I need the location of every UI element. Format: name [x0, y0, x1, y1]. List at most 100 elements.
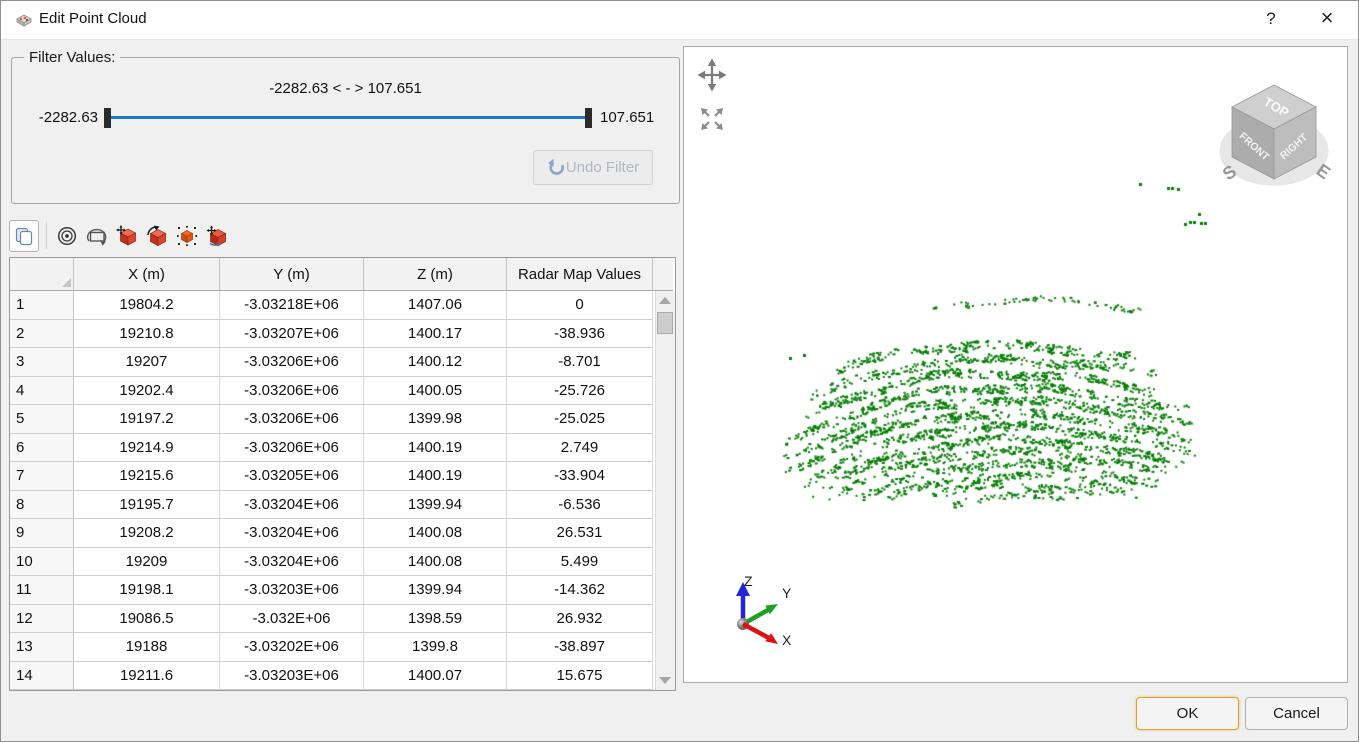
cell[interactable]: -3.03202E+06 [220, 633, 364, 662]
help-button[interactable]: ? [1259, 9, 1283, 29]
transform-point-cloud-button[interactable] [203, 220, 231, 252]
row-number[interactable]: 13 [10, 633, 74, 662]
cell[interactable]: 0 [507, 291, 653, 320]
cell[interactable]: 15.675 [507, 662, 653, 691]
cell[interactable]: 26.531 [507, 519, 653, 548]
copy-button[interactable] [9, 220, 39, 252]
cell[interactable]: -3.03204E+06 [220, 491, 364, 520]
table-row[interactable]: 419202.4-3.03206E+061400.05-25.726 [10, 377, 653, 406]
table-row[interactable]: 619214.9-3.03206E+061400.192.749 [10, 434, 653, 463]
scroll-thumb[interactable] [657, 312, 673, 334]
move-point-cloud-button[interactable] [113, 220, 141, 252]
cell[interactable]: 1400.05 [364, 377, 507, 406]
cell[interactable]: 1399.94 [364, 576, 507, 605]
cell[interactable]: -14.362 [507, 576, 653, 605]
target-button[interactable] [53, 220, 81, 252]
cell[interactable]: 19804.2 [74, 291, 220, 320]
cell[interactable]: 1400.08 [364, 548, 507, 577]
row-number[interactable]: 8 [10, 491, 74, 520]
table-row[interactable]: 119804.2-3.03218E+061407.060 [10, 291, 653, 320]
cell[interactable]: 19086.5 [74, 605, 220, 634]
row-number[interactable]: 10 [10, 548, 74, 577]
cell[interactable]: 19202.4 [74, 377, 220, 406]
cell[interactable]: -3.032E+06 [220, 605, 364, 634]
cell[interactable]: 19207 [74, 348, 220, 377]
cell[interactable]: -3.03204E+06 [220, 548, 364, 577]
cell[interactable]: 19209 [74, 548, 220, 577]
header-cell-0[interactable]: X (m) [74, 258, 220, 291]
row-number[interactable]: 7 [10, 462, 74, 491]
cell[interactable]: -3.03206E+06 [220, 377, 364, 406]
table-row[interactable]: 219210.8-3.03207E+061400.17-38.936 [10, 320, 653, 349]
vertical-scrollbar[interactable] [655, 291, 675, 690]
cell[interactable]: -3.03203E+06 [220, 662, 364, 691]
row-number[interactable]: 11 [10, 576, 74, 605]
cell[interactable]: -25.726 [507, 377, 653, 406]
table-row[interactable]: 519197.2-3.03206E+061399.98-25.025 [10, 405, 653, 434]
slider-track[interactable] [111, 116, 585, 119]
row-number[interactable]: 6 [10, 434, 74, 463]
rotate-point-cloud-button[interactable] [143, 220, 171, 252]
cell[interactable]: -3.03203E+06 [220, 576, 364, 605]
cell[interactable]: 1399.98 [364, 405, 507, 434]
cell[interactable]: 1399.8 [364, 633, 507, 662]
cancel-button[interactable]: Cancel [1245, 697, 1348, 730]
pan-icon[interactable] [697, 58, 727, 92]
row-number[interactable]: 9 [10, 519, 74, 548]
table-row[interactable]: 819195.7-3.03204E+061399.94-6.536 [10, 491, 653, 520]
slider-handle-min[interactable] [104, 108, 111, 128]
cell[interactable]: 19188 [74, 633, 220, 662]
cell[interactable]: 1400.19 [364, 462, 507, 491]
row-number[interactable]: 12 [10, 605, 74, 634]
cell[interactable]: 19195.7 [74, 491, 220, 520]
cell[interactable]: -3.03218E+06 [220, 291, 364, 320]
ok-button[interactable]: OK [1136, 697, 1239, 730]
header-cell-1[interactable]: Y (m) [220, 258, 364, 291]
rotate-view-button[interactable] [83, 220, 111, 252]
cell[interactable]: 26.932 [507, 605, 653, 634]
header-cell-3[interactable]: Radar Map Values [507, 258, 653, 291]
cell[interactable]: 19197.2 [74, 405, 220, 434]
cell[interactable]: -3.03206E+06 [220, 348, 364, 377]
cell[interactable]: -8.701 [507, 348, 653, 377]
row-number[interactable]: 1 [10, 291, 74, 320]
undo-filter-button[interactable]: Undo Filter [533, 150, 653, 185]
table-row[interactable]: 1119198.1-3.03203E+061399.94-14.362 [10, 576, 653, 605]
cell[interactable]: -3.03205E+06 [220, 462, 364, 491]
cell[interactable]: -33.904 [507, 462, 653, 491]
header-cell-2[interactable]: Z (m) [364, 258, 507, 291]
cell[interactable]: -6.536 [507, 491, 653, 520]
expand-icon[interactable] [698, 105, 726, 133]
cell[interactable]: 19215.6 [74, 462, 220, 491]
cell[interactable]: 1400.17 [364, 320, 507, 349]
cell[interactable]: 1407.06 [364, 291, 507, 320]
viewport-3d[interactable]: S E TOP FRONT RIGHT Z Y X [683, 46, 1348, 683]
table-row[interactable]: 1419211.6-3.03203E+061400.0715.675 [10, 662, 653, 691]
table-row[interactable]: 919208.2-3.03204E+061400.0826.531 [10, 519, 653, 548]
cell[interactable]: 1400.08 [364, 519, 507, 548]
table-row[interactable]: 319207-3.03206E+061400.12-8.701 [10, 348, 653, 377]
cell[interactable]: 1398.59 [364, 605, 507, 634]
row-number[interactable]: 14 [10, 662, 74, 691]
cell[interactable]: 1400.12 [364, 348, 507, 377]
table-row[interactable]: 1019209-3.03204E+061400.085.499 [10, 548, 653, 577]
row-number[interactable]: 5 [10, 405, 74, 434]
cell[interactable]: 1399.94 [364, 491, 507, 520]
slider-handle-max[interactable] [585, 108, 592, 128]
cell[interactable]: 1400.19 [364, 434, 507, 463]
cell[interactable]: 19210.8 [74, 320, 220, 349]
table-row[interactable]: 1319188-3.03202E+061399.8-38.897 [10, 633, 653, 662]
row-number[interactable]: 4 [10, 377, 74, 406]
title-bar[interactable]: Edit Point Cloud ? × [1, 1, 1358, 40]
cell[interactable]: -3.03206E+06 [220, 434, 364, 463]
table-row[interactable]: 1219086.5-3.032E+061398.5926.932 [10, 605, 653, 634]
header-corner-cell[interactable] [10, 258, 74, 291]
cell[interactable]: 2.749 [507, 434, 653, 463]
cell[interactable]: 1400.07 [364, 662, 507, 691]
scroll-down-icon[interactable] [659, 677, 671, 684]
scroll-up-icon[interactable] [659, 297, 671, 304]
row-number[interactable]: 2 [10, 320, 74, 349]
cell[interactable]: 5.499 [507, 548, 653, 577]
cell[interactable]: -38.936 [507, 320, 653, 349]
cell[interactable]: 19211.6 [74, 662, 220, 691]
